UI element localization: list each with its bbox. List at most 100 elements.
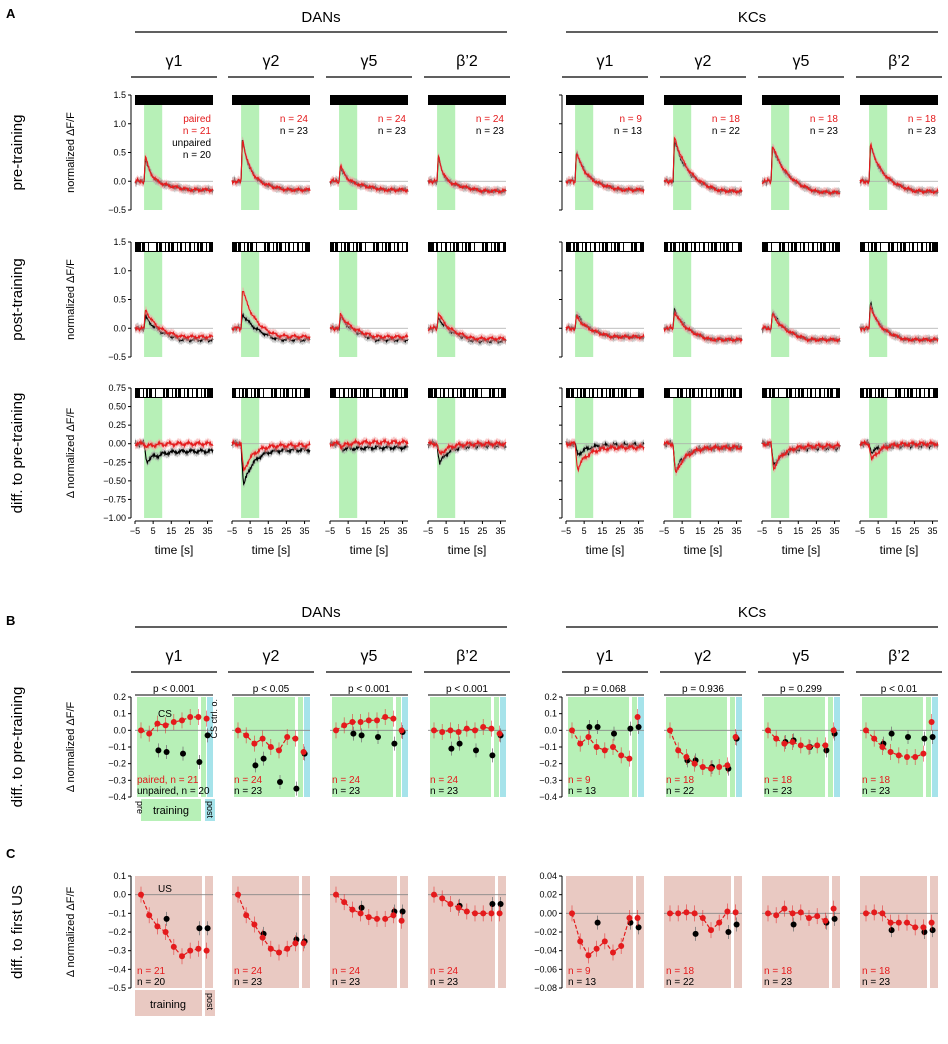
post-background: [201, 697, 206, 797]
spike-gap: [881, 243, 883, 251]
paired-point: [912, 924, 919, 931]
paired-point: [806, 915, 812, 921]
unpaired-point: [929, 734, 936, 740]
y-tick-label: −0.2: [108, 759, 126, 769]
spike-gap: [338, 243, 341, 251]
panel-C-plot: n = 18n = 22: [664, 876, 742, 988]
spike-gap: [890, 243, 891, 251]
paired-point: [879, 910, 886, 917]
paired-point: [357, 910, 364, 917]
spike-gap: [691, 389, 692, 397]
spike-gap: [170, 243, 171, 251]
spike-gap: [865, 243, 868, 251]
x-tick-label: 15: [263, 526, 273, 536]
spike-gap: [697, 243, 699, 251]
spike-raster: [860, 95, 938, 105]
spike-gap: [474, 389, 475, 397]
paired-point: [472, 910, 478, 917]
compartment-title: β’2: [888, 648, 910, 665]
spike-gap: [281, 389, 283, 397]
y-tick-label: −0.3: [108, 946, 126, 956]
spike-gap: [917, 389, 919, 397]
spike-gap: [578, 389, 580, 397]
y-tick-label: 0.0: [113, 725, 126, 735]
cs-window: [241, 252, 260, 357]
post-background: [828, 697, 833, 797]
spike-gap: [357, 389, 360, 397]
unpaired-point: [489, 901, 496, 907]
paired-point: [284, 734, 291, 740]
spike-gap: [386, 389, 389, 397]
spike-gap: [732, 389, 733, 397]
spike-gap: [291, 243, 293, 251]
y-tick-label: −0.08: [534, 983, 557, 993]
spike-gap: [612, 243, 614, 251]
spike-gap: [781, 243, 782, 251]
unpaired-sem-band: [860, 298, 938, 346]
paired-point: [333, 891, 339, 898]
y-tick-label: 0.0: [113, 176, 126, 186]
spike-gap: [725, 243, 726, 251]
spike-gap: [491, 389, 492, 397]
paired-point: [732, 734, 739, 740]
trace-plot: −5 5 15 25 35 time [s]: [423, 388, 507, 557]
paired-point: [447, 901, 454, 907]
paired-trace: [134, 309, 214, 341]
spike-gap: [495, 389, 498, 397]
paired-trace: [761, 312, 841, 344]
spike-gap: [353, 389, 354, 397]
spike-gap: [441, 389, 443, 397]
paired-point: [162, 929, 169, 935]
paired-trace: [663, 136, 743, 195]
x-tick-label: 35: [203, 526, 213, 536]
spike-gap: [162, 243, 165, 251]
y-tick-label: −0.4: [108, 792, 126, 802]
spike-gap: [371, 243, 373, 251]
p-value: p < 0.01: [881, 684, 918, 695]
paired-point: [920, 924, 927, 931]
training-background: [234, 697, 295, 797]
spike-gap: [256, 389, 257, 397]
y-tick-label: −0.75: [103, 494, 126, 504]
training-label: training: [150, 999, 186, 1011]
spike-gap: [797, 243, 800, 251]
y-tick-label: 0.2: [544, 692, 557, 702]
paired-point: [146, 730, 153, 737]
spike-gap: [695, 389, 698, 397]
spike-gap: [480, 243, 482, 251]
paired-point: [472, 727, 478, 734]
spike-gap: [266, 243, 267, 251]
spike-gap: [876, 389, 878, 397]
spike-gap: [439, 243, 441, 251]
unpaired-point: [831, 915, 838, 922]
spike-gap: [240, 389, 242, 397]
spike-gap: [377, 389, 378, 397]
n-paired: n = 24: [234, 966, 263, 977]
us-training-background: [762, 876, 829, 988]
spike-gap: [615, 389, 618, 397]
spike-gap: [635, 389, 636, 397]
paired-point: [797, 909, 804, 916]
paired-point: [374, 915, 380, 922]
spike-gap: [378, 389, 380, 397]
spike-gap: [289, 389, 292, 397]
cs-control-background: [500, 697, 506, 797]
compartment-title: γ1: [597, 648, 614, 665]
spike-gap: [499, 389, 501, 397]
x-tick-label: 25: [477, 526, 487, 536]
y-tick-label: 0.1: [113, 871, 126, 881]
spike-gap: [679, 389, 680, 397]
spike-gap: [868, 389, 869, 397]
spike-gap: [265, 389, 268, 397]
paired-point: [154, 923, 161, 930]
spike-gap: [674, 389, 675, 397]
n-paired: n = 18: [666, 775, 695, 786]
spike-gap: [767, 389, 769, 397]
spike-gap: [455, 243, 456, 251]
spike-gap: [582, 389, 583, 397]
paired-point: [569, 727, 575, 734]
spike-gap: [245, 243, 247, 251]
spike-gap: [190, 389, 192, 397]
spike-gap: [207, 243, 209, 251]
spike-gap: [199, 243, 200, 251]
